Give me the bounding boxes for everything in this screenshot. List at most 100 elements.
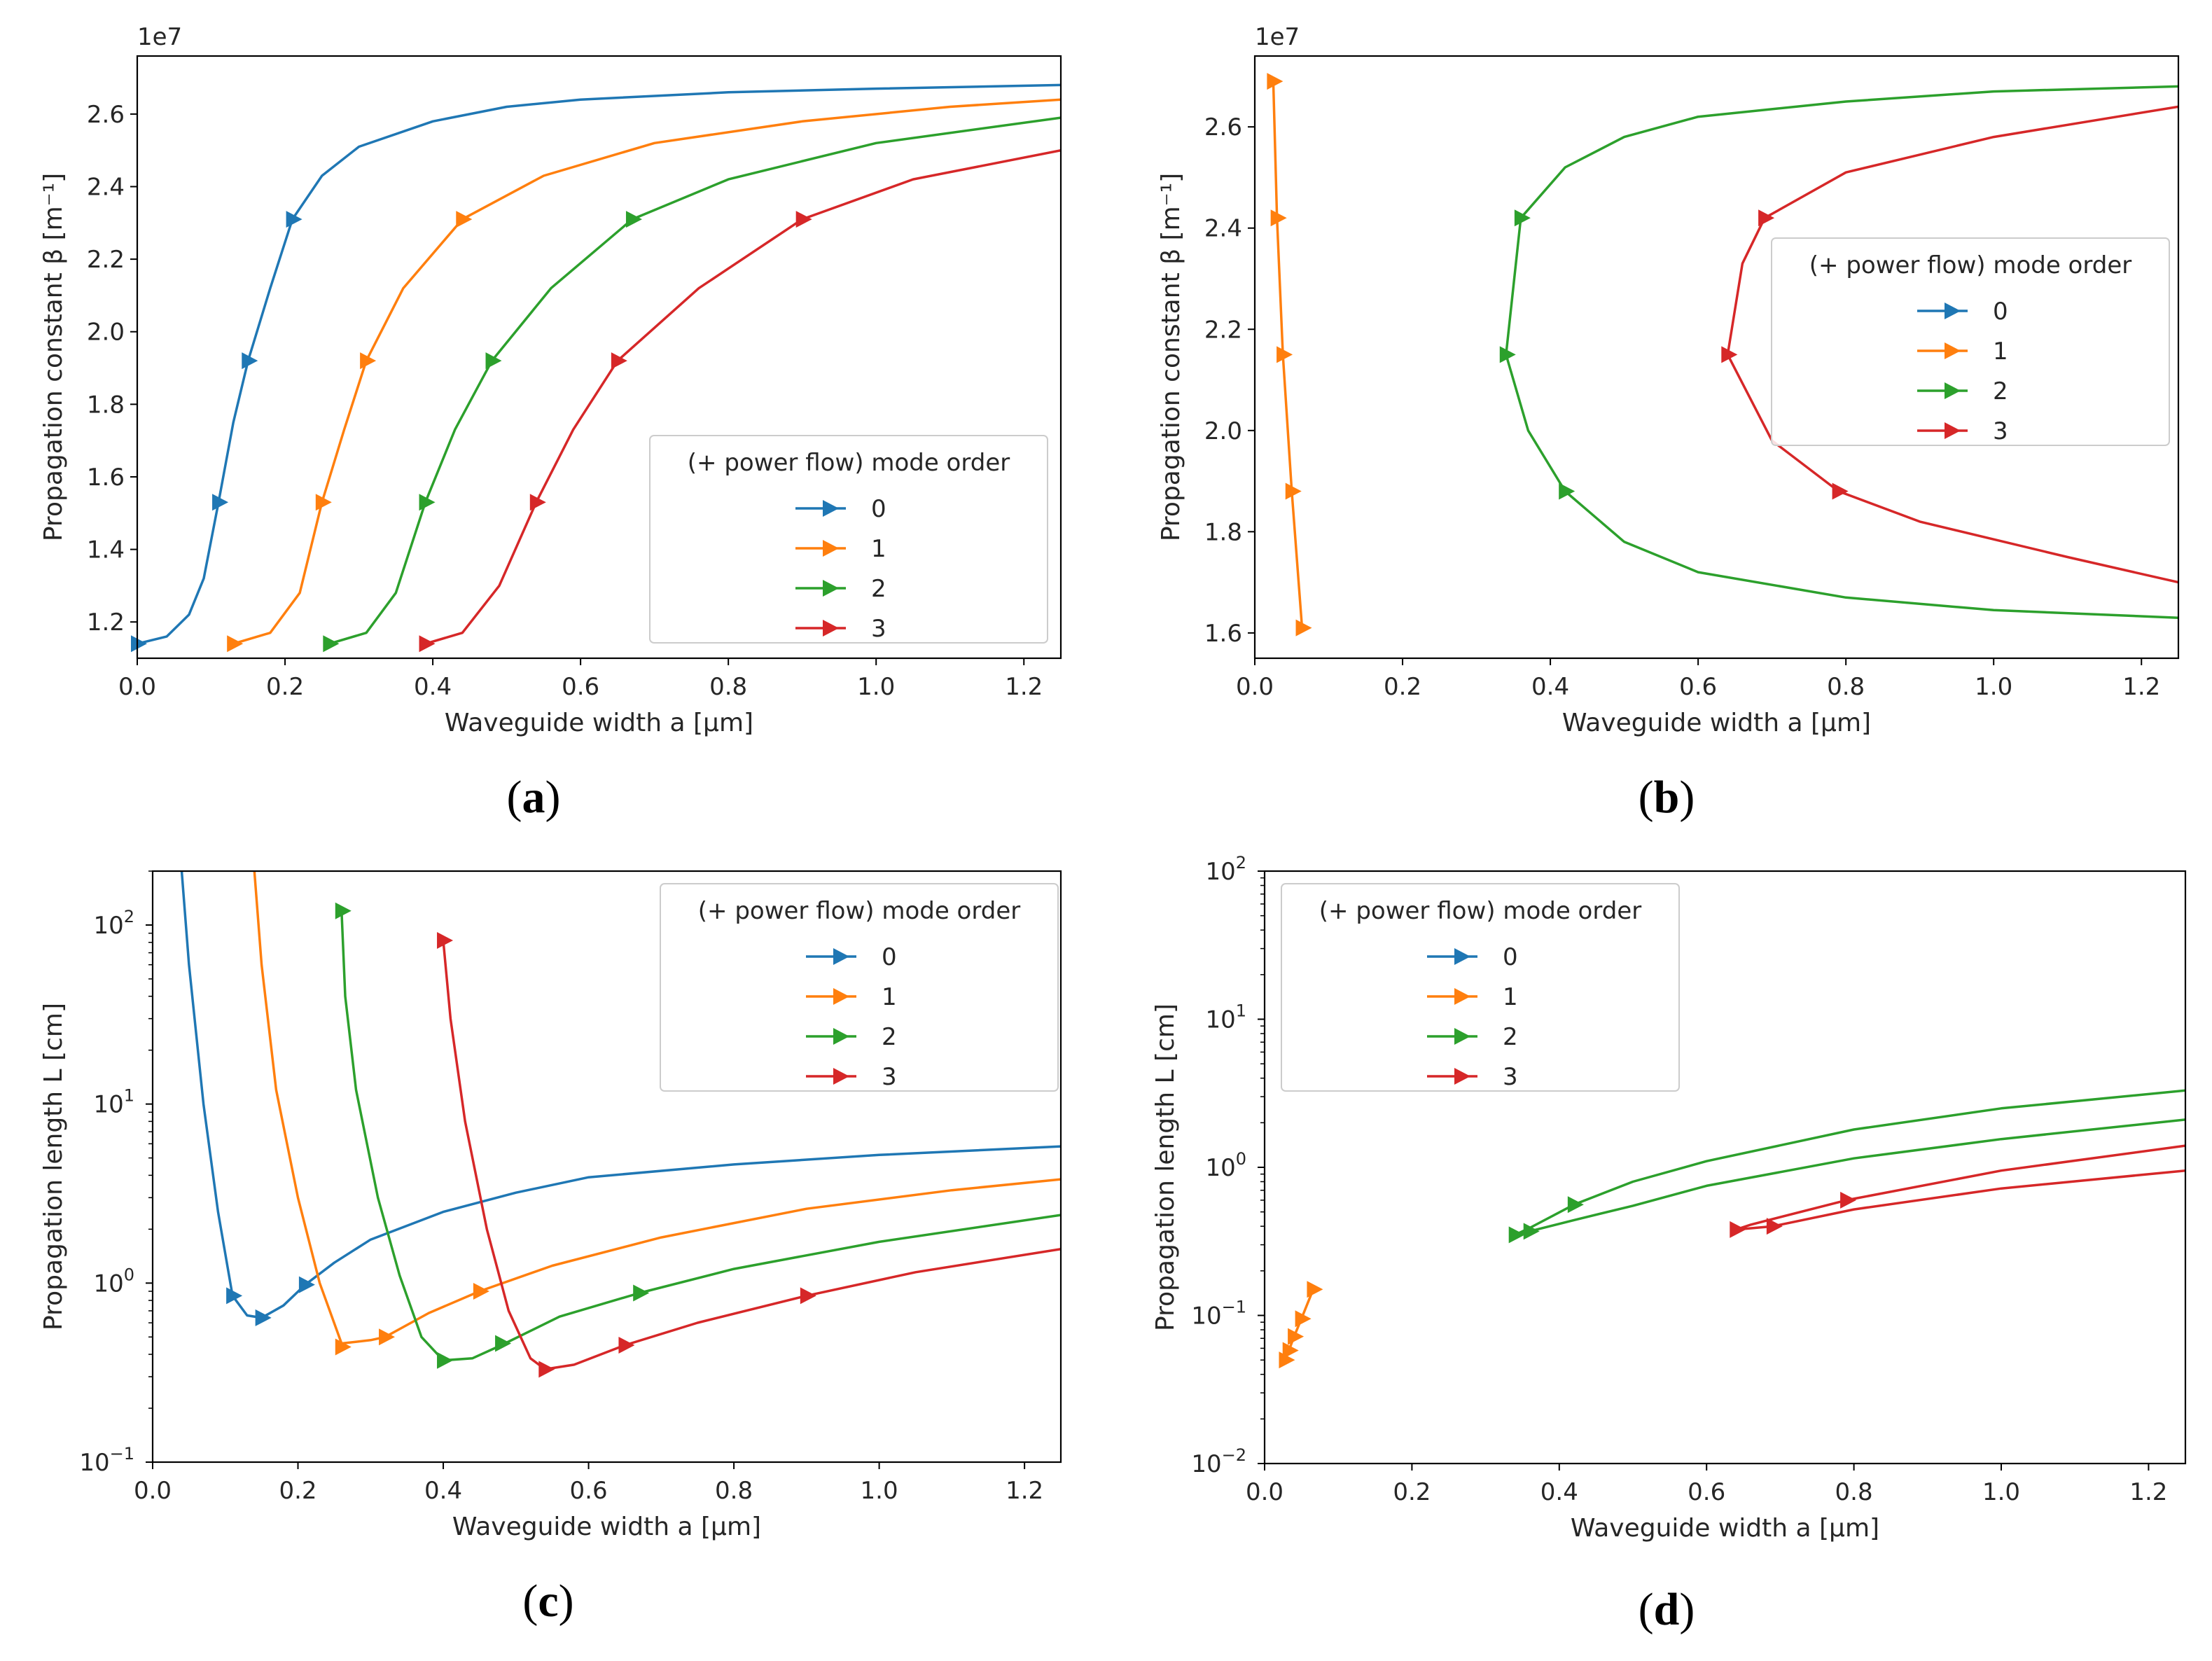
series-marker-2	[335, 902, 352, 919]
y-tick-exponent: 1	[124, 1086, 134, 1106]
legend-marker-0	[833, 948, 849, 965]
series-marker-2	[1559, 482, 1575, 500]
x-tick-label: 0.6	[1679, 673, 1717, 701]
series-marker-1	[315, 494, 332, 511]
y-tick-label: 100	[93, 1265, 134, 1298]
series-marker-0	[255, 1309, 272, 1326]
legend-entry-2: 2	[882, 1023, 897, 1051]
x-tick-label: 0.0	[118, 673, 156, 701]
legend-title: (+ power flow) mode order	[698, 897, 1020, 925]
x-tick-label: 0.8	[715, 1477, 753, 1505]
legend-entry-2: 2	[1503, 1023, 1518, 1051]
x-tick-label: 0.6	[570, 1477, 608, 1505]
legend-marker-3	[823, 620, 839, 637]
axes-frame	[151, 870, 1062, 1464]
series-line-3	[1734, 1144, 2185, 1231]
series-marker-1	[1270, 209, 1287, 227]
y-tick-exponent: 1	[1236, 1001, 1246, 1021]
legend-marker-1	[1945, 342, 1961, 359]
series-marker-1	[360, 352, 377, 370]
legend-marker-3	[833, 1068, 849, 1085]
y-tick-label: 102	[1205, 853, 1246, 886]
y-tick-label: 101	[93, 1086, 134, 1119]
y-axis-label: Propagation constant β [m⁻¹]	[1157, 173, 1185, 541]
y-tick-label: 2.6	[87, 101, 125, 129]
x-axis-label: Waveguide width a [μm]	[445, 709, 753, 737]
y-tick-label: 2.4	[1204, 215, 1242, 243]
panel-letter: c	[538, 1576, 558, 1627]
series-marker-3	[800, 1287, 816, 1305]
x-tick-label: 0.4	[414, 673, 452, 701]
y-tick-label: 101	[1205, 1001, 1246, 1034]
legend-marker-1	[823, 540, 839, 557]
legend-entry-1: 1	[1993, 338, 2008, 366]
offset-text: 1e7	[1255, 23, 1300, 51]
series-marker-0	[286, 211, 302, 228]
x-tick-label: 0.8	[709, 673, 747, 701]
series-marker-3	[1721, 346, 1738, 363]
panel-d: 0.0 0.2 0.4 0.6 0.8 1.0 1.210−210−1100101102Wa…	[1151, 853, 2187, 1635]
legend-entry-1: 1	[871, 535, 886, 563]
y-tick-exponent: −1	[110, 1444, 134, 1464]
legend: (+ power flow) mode order 0 1 2 3	[1771, 237, 2170, 446]
x-tick-label: 1.2	[2129, 1478, 2167, 1506]
legend-entry-1: 1	[882, 983, 897, 1011]
legend-title: (+ power flow) mode order	[688, 449, 1010, 477]
legend-marker-1	[833, 988, 849, 1005]
y-tick-label: 2.0	[87, 319, 125, 347]
legend-box	[1281, 883, 1680, 1092]
x-tick-label: 1.2	[1005, 673, 1043, 701]
series-marker-3	[611, 352, 627, 370]
x-tick-label: 0.6	[1688, 1478, 1725, 1506]
series-marker-2	[1499, 346, 1516, 363]
series-marker-1	[335, 1338, 352, 1356]
x-tick-label: 0.8	[1827, 673, 1865, 701]
x-tick-label: 0.4	[424, 1477, 462, 1505]
legend-box	[1771, 237, 2170, 446]
series-marker-3	[618, 1336, 635, 1354]
y-tick-label: 1.6	[1204, 620, 1242, 648]
y-axis-label: Propagation constant β [m⁻¹]	[39, 173, 68, 541]
axes-frame	[1253, 55, 2180, 660]
y-tick-label: 10−1	[1191, 1298, 1246, 1330]
series-marker-2	[1523, 1223, 1540, 1240]
offset-text: 1e7	[137, 23, 182, 51]
y-tick-exponent: 0	[124, 1265, 134, 1284]
series-marker-2	[625, 211, 642, 228]
x-tick-label: 1.2	[2122, 673, 2160, 701]
legend-marker-3	[1945, 422, 1961, 439]
series-marker-3	[529, 494, 546, 511]
series-marker-3	[419, 635, 436, 653]
y-tick-label: 1.6	[87, 464, 125, 492]
x-tick-label: 0.0	[1236, 673, 1274, 701]
x-tick-label: 0.2	[1384, 673, 1421, 701]
legend: (+ power flow) mode order 0 1 2 3	[1281, 883, 1680, 1092]
x-tick-label: 0.4	[1540, 1478, 1578, 1506]
series-marker-0	[298, 1276, 315, 1293]
y-tick-exponent: 2	[1236, 853, 1246, 873]
legend-entry-3: 3	[1993, 417, 2008, 445]
legend-entry-3: 3	[882, 1063, 897, 1091]
legend: (+ power flow) mode order 0 1 2 3	[649, 435, 1048, 644]
series-marker-1	[1295, 1310, 1312, 1328]
y-tick-label: 102	[93, 907, 134, 940]
x-tick-label: 1.0	[1975, 673, 2012, 701]
legend-marker-3	[1454, 1068, 1470, 1085]
y-tick-label: 10−1	[79, 1444, 134, 1477]
legend-marker-0	[823, 500, 839, 517]
x-tick-label: 0.0	[1246, 1478, 1284, 1506]
y-tick-label: 1.2	[87, 609, 125, 637]
series-marker-1	[379, 1328, 396, 1346]
series-marker-2	[495, 1335, 512, 1352]
y-tick-label: 100	[1205, 1149, 1246, 1182]
y-tick-label: 10−2	[1191, 1445, 1246, 1478]
x-tick-label: 1.2	[1006, 1477, 1043, 1505]
y-tick-exponent: −2	[1222, 1445, 1246, 1465]
legend-entry-1: 1	[1503, 983, 1518, 1011]
legend-title: (+ power flow) mode order	[1319, 897, 1641, 925]
axes-frame	[136, 55, 1062, 660]
series-marker-1	[1277, 346, 1293, 363]
series-marker-1	[1295, 619, 1312, 637]
legend-entry-0: 0	[871, 495, 886, 523]
